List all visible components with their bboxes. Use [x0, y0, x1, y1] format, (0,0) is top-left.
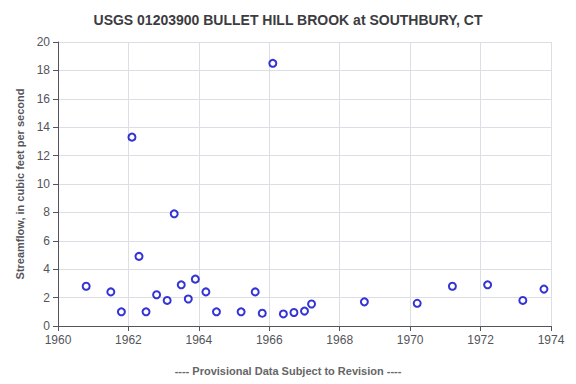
svg-text:2: 2 [43, 291, 50, 305]
svg-text:18: 18 [37, 63, 51, 77]
svg-text:20: 20 [37, 35, 51, 49]
svg-text:10: 10 [37, 177, 51, 191]
svg-text:12: 12 [37, 149, 51, 163]
svg-text:1970: 1970 [397, 333, 424, 347]
svg-text:8: 8 [43, 205, 50, 219]
svg-text:1966: 1966 [256, 333, 283, 347]
svg-text:1960: 1960 [45, 333, 72, 347]
svg-text:16: 16 [37, 92, 51, 106]
svg-text:1972: 1972 [467, 333, 494, 347]
svg-text:1974: 1974 [538, 333, 565, 347]
svg-text:---- Provisional Data Subject: ---- Provisional Data Subject to Revisio… [175, 365, 402, 377]
svg-text:14: 14 [37, 120, 51, 134]
svg-text:4: 4 [43, 262, 50, 276]
svg-text:6: 6 [43, 234, 50, 248]
svg-text:Streamflow, in cubic feet per: Streamflow, in cubic feet per second [14, 89, 26, 280]
svg-text:1968: 1968 [326, 333, 353, 347]
svg-text:0: 0 [43, 319, 50, 333]
svg-text:1962: 1962 [115, 333, 142, 347]
svg-text:USGS 01203900 BULLET HILL BROO: USGS 01203900 BULLET HILL BROOK at SOUTH… [94, 12, 483, 28]
svg-text:1964: 1964 [186, 333, 213, 347]
